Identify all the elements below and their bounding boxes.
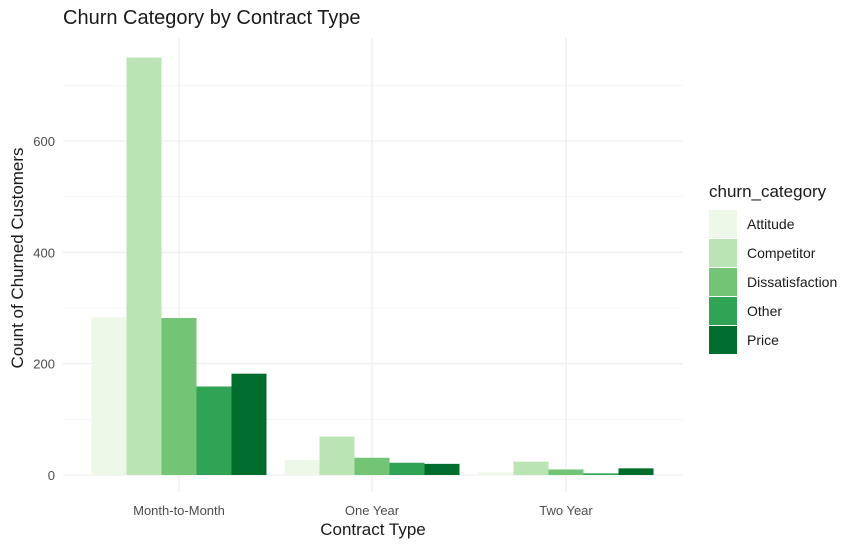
legend-item-attitude: Attitude: [709, 209, 837, 238]
legend-key-competitor: [709, 238, 737, 267]
bar-attitude-1: [284, 459, 320, 475]
legend-key-other: [709, 296, 737, 325]
y-tick-label: 400: [33, 245, 55, 260]
x-tick-label: One Year: [345, 503, 400, 518]
bar-dissatisfaction-1: [354, 457, 390, 475]
legend-label-dissatisfaction: Dissatisfaction: [747, 273, 838, 290]
legend-key-price: [709, 325, 737, 354]
legend-label-competitor: Competitor: [747, 244, 816, 261]
y-tick-labels: 0 200 400 600: [33, 134, 55, 483]
bar-competitor-2: [513, 461, 549, 475]
bar-other-2: [583, 473, 619, 475]
x-tick-label: Month-to-Month: [133, 503, 225, 518]
bar-attitude-2: [478, 472, 514, 475]
legend: churn_category Attitude Competitor Dissa…: [709, 182, 837, 354]
legend-item-competitor: Competitor: [709, 238, 837, 267]
legend-item-dissatisfaction: Dissatisfaction: [709, 267, 837, 296]
bars: [91, 57, 654, 475]
x-axis-label: Contract Type: [320, 520, 426, 539]
bar-other-0: [196, 386, 232, 475]
y-tick-label: 600: [33, 134, 55, 149]
bar-dissatisfaction-0: [161, 318, 197, 475]
x-tick-label: Two Year: [539, 503, 593, 518]
y-axis-label: Count of Churned Customers: [8, 147, 27, 369]
legend-label-attitude: Attitude: [747, 215, 795, 232]
bar-dissatisfaction-2: [548, 469, 584, 475]
bar-competitor-1: [319, 436, 355, 475]
bar-attitude-0: [91, 317, 127, 475]
legend-key-dissatisfaction: [709, 267, 737, 296]
bar-competitor-0: [126, 57, 162, 475]
legend-label-price: Price: [747, 331, 779, 348]
legend-title: churn_category: [709, 182, 827, 201]
bar-price-0: [231, 373, 267, 475]
chart-title: Churn Category by Contract Type: [63, 7, 361, 29]
y-tick-label: 200: [33, 357, 55, 372]
legend-label-other: Other: [747, 302, 783, 319]
bar-price-1: [424, 463, 460, 475]
y-tick-label: 0: [48, 468, 55, 483]
legend-item-price: Price: [709, 325, 837, 354]
legend-key-attitude: [709, 209, 737, 238]
legend-item-other: Other: [709, 296, 837, 325]
bar-other-1: [389, 462, 425, 475]
bar-price-2: [618, 468, 654, 475]
x-tick-labels: Month-to-Month One Year Two Year: [133, 503, 593, 518]
